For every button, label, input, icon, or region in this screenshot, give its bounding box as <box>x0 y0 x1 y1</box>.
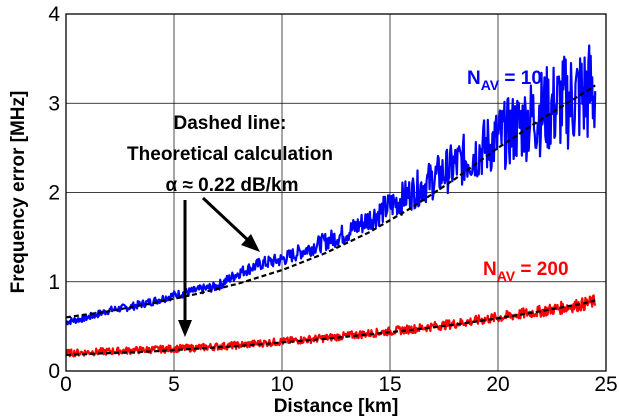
series-theoretical-n-av-10 <box>65 84 596 319</box>
annotation-arrowhead-down <box>178 320 192 337</box>
x-tick-label: 15 <box>378 373 401 396</box>
x-axis-label: Distance [km] <box>274 396 399 417</box>
x-tick-label: 25 <box>594 373 617 396</box>
annotation-line-1: Dashed line: <box>174 113 287 134</box>
ticks: 0 5 10 15 20 25 0 1 2 3 4 <box>48 3 617 396</box>
y-tick-label: 0 <box>48 360 60 383</box>
annotation: Dashed line: Theoretical calculation α ≈… <box>127 113 333 337</box>
annotation-line-3: α ≈ 0.22 dB/km <box>166 175 299 196</box>
x-tick-label: 10 <box>270 373 293 396</box>
y-tick-label: 4 <box>48 3 60 26</box>
series-layer <box>65 44 597 358</box>
x-tick-label: 20 <box>486 373 509 396</box>
series-theoretical-n-av-200 <box>65 299 596 356</box>
plot-frame <box>65 13 607 372</box>
series-n-av-10 <box>65 44 597 326</box>
y-axis-label: Frequency error [MHz] <box>8 91 29 294</box>
annotation-arrow-diag <box>201 196 252 244</box>
grid <box>66 14 606 371</box>
x-tick-label: 0 <box>60 373 72 396</box>
y-tick-label: 1 <box>48 271 60 294</box>
annotation-arrowhead-diag <box>241 234 260 252</box>
label-nav10: NAV = 10 <box>467 68 542 93</box>
label-nav200: NAV = 200 <box>483 259 569 284</box>
y-tick-label: 2 <box>48 182 60 205</box>
series-n-av-200 <box>65 294 597 358</box>
x-tick-label: 5 <box>168 373 180 396</box>
y-tick-label: 3 <box>48 92 60 115</box>
annotation-line-2: Theoretical calculation <box>127 144 333 165</box>
